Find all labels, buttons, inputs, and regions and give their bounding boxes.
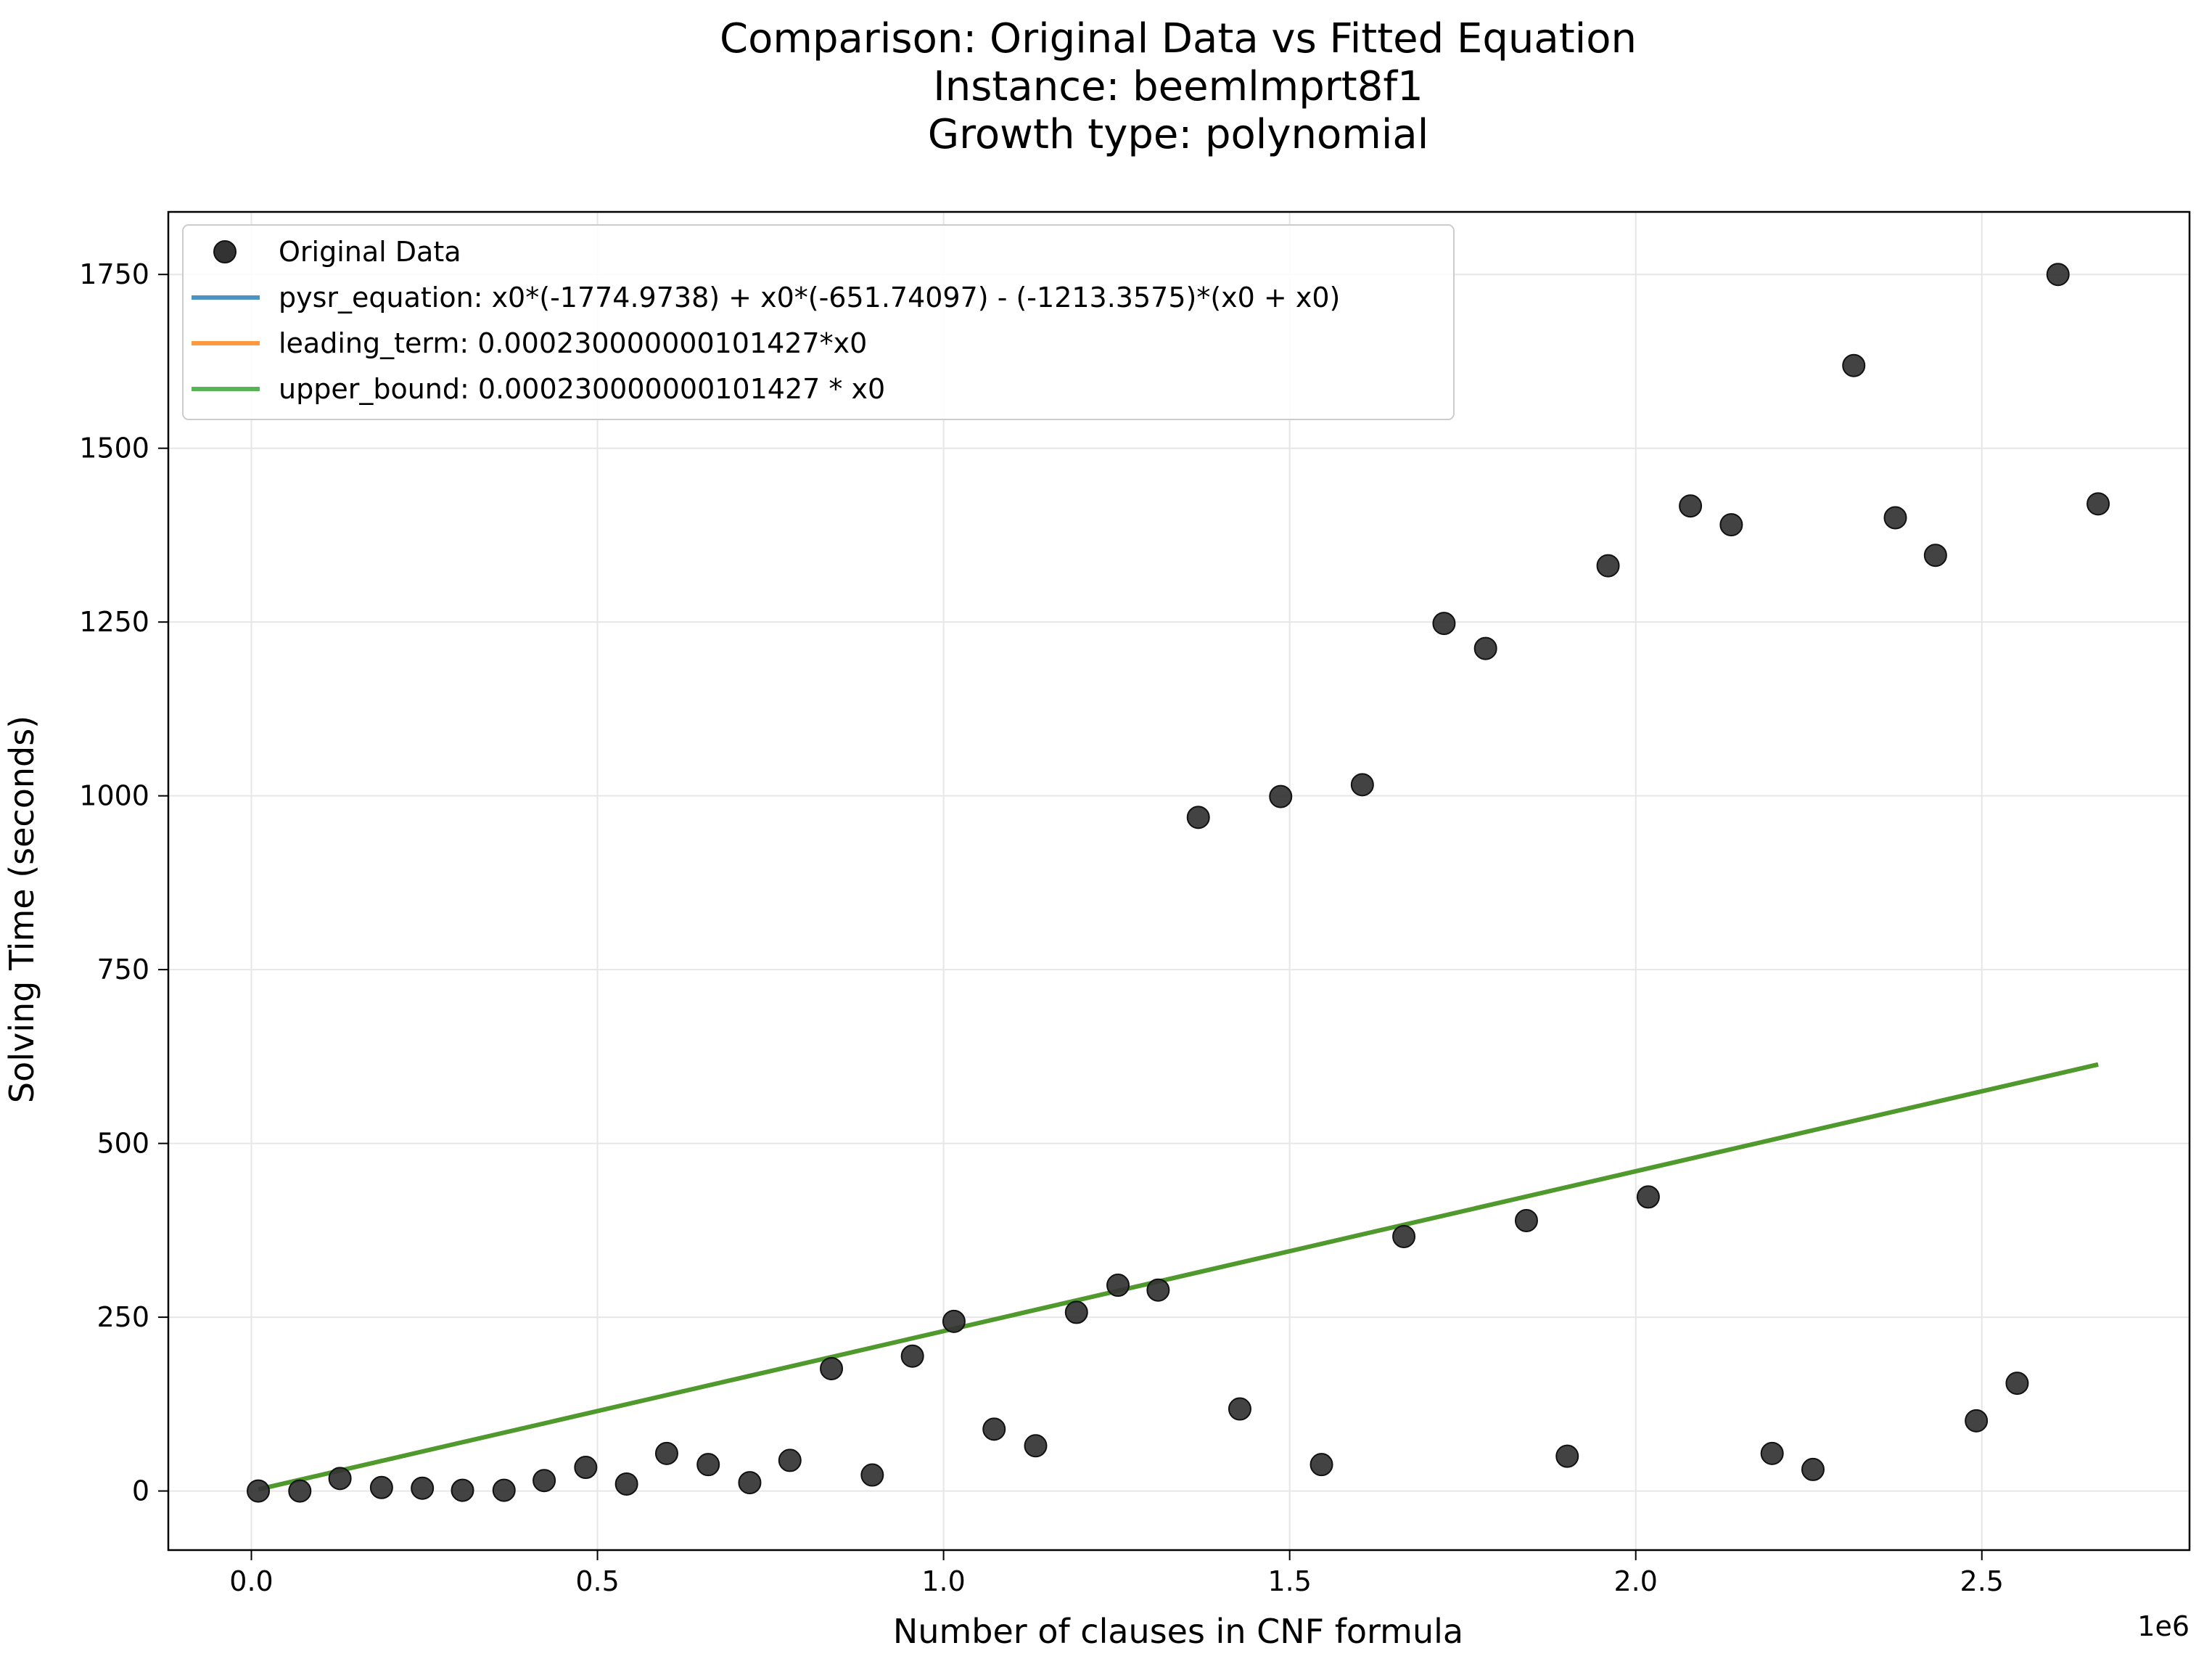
title-line-1: Comparison: Original Data vs Fitted Equa… <box>720 15 1637 62</box>
x-tick-label: 2.5 <box>1960 1565 2004 1597</box>
data-point <box>1842 353 1866 377</box>
data-point <box>328 1467 352 1491</box>
data-point <box>860 1463 884 1487</box>
title-line-2: Instance: beemlmprt8f1 <box>933 63 1423 110</box>
legend-label: upper_bound: 0.000230000000101427 * x0 <box>279 373 885 405</box>
data-point <box>654 1441 678 1465</box>
y-tick-label: 1500 <box>79 433 149 464</box>
data-point <box>451 1478 474 1502</box>
data-point <box>1106 1274 1130 1298</box>
chart-title: Comparison: Original Data vs Fitted Equa… <box>720 15 1637 158</box>
data-point <box>2046 263 2070 287</box>
data-point <box>1636 1185 1660 1209</box>
data-point <box>1679 494 1703 518</box>
x-tick-label: 1.5 <box>1267 1565 1311 1597</box>
data-point <box>1555 1444 1579 1468</box>
x-axis-label: Number of clauses in CNF formula <box>893 1612 1463 1651</box>
y-tick-label: 1000 <box>79 780 149 812</box>
data-point <box>1350 773 1374 797</box>
legend-marker-original-data <box>213 240 237 263</box>
y-tick-label: 750 <box>96 954 149 985</box>
y-tick-label: 500 <box>96 1128 149 1160</box>
fit-lines <box>258 1062 2099 1492</box>
data-point <box>778 1448 802 1472</box>
data-point <box>533 1469 556 1493</box>
legend-label: leading_term: 0.000230000000101427*x0 <box>279 327 867 359</box>
data-point <box>696 1453 720 1477</box>
data-point <box>1309 1453 1333 1477</box>
data-points <box>247 263 2110 1503</box>
data-point <box>1923 544 1947 567</box>
data-point <box>1228 1397 1251 1421</box>
y-axis-label: Solving Time (seconds) <box>2 716 41 1103</box>
data-point <box>1146 1278 1170 1302</box>
data-point <box>1186 806 1210 829</box>
data-point <box>288 1479 312 1503</box>
data-point <box>411 1476 435 1500</box>
data-point <box>2005 1372 2029 1396</box>
x-axis-offset-label: 1e6 <box>2137 1610 2190 1642</box>
data-point <box>614 1472 638 1496</box>
data-point <box>2086 492 2110 516</box>
y-tick-label: 0 <box>132 1475 149 1507</box>
x-axis-ticks: 0.0 0.5 1.0 1.5 2.0 2.5 <box>229 1550 2004 1597</box>
data-point <box>1760 1441 1784 1465</box>
x-tick-label: 1.0 <box>921 1565 965 1597</box>
data-point <box>1883 506 1907 530</box>
data-point <box>1064 1300 1088 1324</box>
data-point <box>942 1309 966 1333</box>
data-point <box>820 1356 844 1380</box>
legend-box <box>182 224 1455 420</box>
data-point <box>982 1417 1006 1441</box>
data-point <box>1432 612 1456 636</box>
legend: Original Data pysr_equation: x0*(-1774.97… <box>182 224 1455 420</box>
x-tick-label: 2.0 <box>1613 1565 1657 1597</box>
data-point <box>1801 1457 1825 1481</box>
data-point <box>738 1471 762 1495</box>
data-point <box>1392 1224 1416 1248</box>
legend-label: pysr_equation: x0*(-1774.9738) + x0*(-65… <box>279 282 1340 314</box>
data-point <box>247 1479 271 1503</box>
y-tick-label: 250 <box>96 1301 149 1333</box>
y-tick-label: 1250 <box>79 606 149 638</box>
data-point <box>1473 636 1497 660</box>
data-point <box>900 1344 924 1368</box>
data-point <box>1965 1409 1989 1433</box>
x-tick-label: 0.5 <box>575 1565 619 1597</box>
data-point <box>492 1478 516 1502</box>
data-point <box>1596 554 1620 578</box>
data-point <box>1269 784 1293 808</box>
y-tick-label: 1750 <box>79 258 149 290</box>
y-axis-ticks: 0 250 500 750 1000 1250 1500 1750 <box>79 258 168 1507</box>
data-point <box>574 1456 598 1480</box>
data-point <box>369 1475 393 1499</box>
fit-line <box>258 1062 2099 1492</box>
legend-label-original-data: Original Data <box>279 236 461 268</box>
data-point <box>1024 1434 1048 1458</box>
data-point <box>1719 513 1743 537</box>
data-point <box>1514 1208 1538 1232</box>
title-line-3: Growth type: polynomial <box>928 111 1429 158</box>
x-tick-label: 0.0 <box>229 1565 273 1597</box>
axes-frame <box>167 210 2191 1552</box>
